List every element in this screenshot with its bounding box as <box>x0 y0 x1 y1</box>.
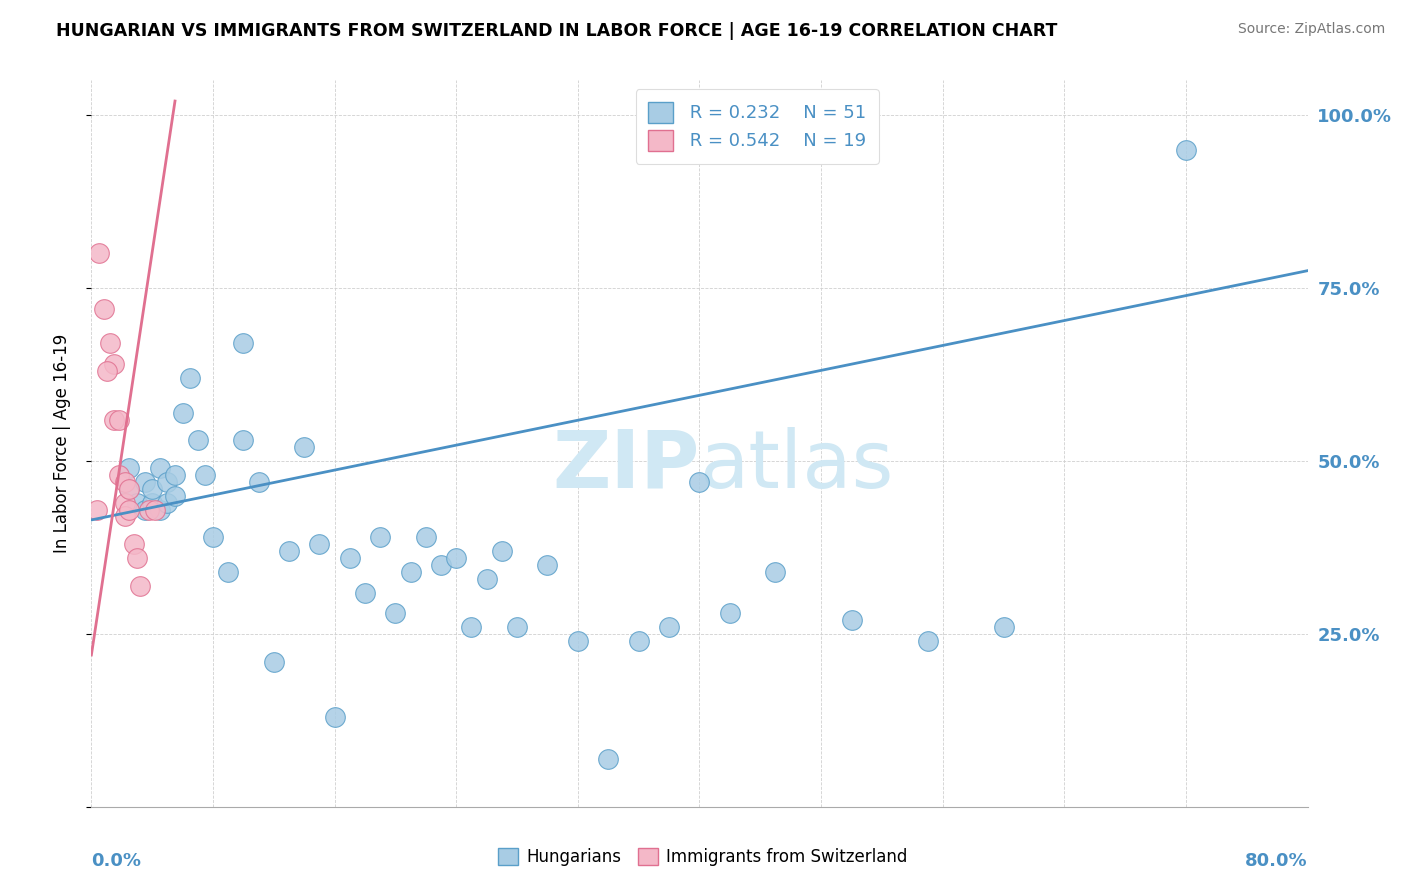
Point <box>87 246 110 260</box>
Point <box>475 572 498 586</box>
Point <box>86 502 108 516</box>
Point <box>567 634 589 648</box>
Point <box>107 467 129 482</box>
Point <box>141 495 163 509</box>
Point <box>129 579 152 593</box>
Point <box>114 475 136 489</box>
Point <box>415 530 437 544</box>
Point <box>118 502 141 516</box>
Point <box>163 467 186 482</box>
Text: ZIP: ZIP <box>553 426 699 505</box>
Point <box>202 530 225 544</box>
Point <box>368 530 391 544</box>
Y-axis label: In Labor Force | Age 16-19: In Labor Force | Age 16-19 <box>52 334 70 553</box>
Point <box>232 336 254 351</box>
Point <box>179 371 201 385</box>
Point <box>247 475 270 489</box>
Point <box>134 502 156 516</box>
Point <box>118 461 141 475</box>
Point <box>143 502 166 516</box>
Point <box>292 440 315 454</box>
Point <box>444 551 467 566</box>
Point <box>993 620 1015 634</box>
Point <box>491 544 513 558</box>
Point <box>122 537 145 551</box>
Point <box>718 607 741 621</box>
Text: 0.0%: 0.0% <box>91 853 142 871</box>
Point <box>149 502 172 516</box>
Text: Source: ZipAtlas.com: Source: ZipAtlas.com <box>1237 22 1385 37</box>
Point <box>141 482 163 496</box>
Point <box>187 434 209 448</box>
Legend: Hungarians, Immigrants from Switzerland: Hungarians, Immigrants from Switzerland <box>489 840 917 875</box>
Point <box>232 434 254 448</box>
Point <box>156 475 179 489</box>
Point <box>93 301 115 316</box>
Point <box>163 489 186 503</box>
Point <box>118 482 141 496</box>
Point <box>506 620 529 634</box>
Point <box>841 613 863 627</box>
Point <box>323 710 346 724</box>
Point <box>125 551 148 566</box>
Point <box>217 565 239 579</box>
Legend:  R = 0.232    N = 51,  R = 0.542    N = 19: R = 0.232 N = 51, R = 0.542 N = 19 <box>636 89 879 163</box>
Point <box>138 502 160 516</box>
Point <box>103 357 125 371</box>
Point <box>194 467 217 482</box>
Point <box>399 565 422 579</box>
Text: 80.0%: 80.0% <box>1244 853 1308 871</box>
Point <box>149 461 172 475</box>
Text: atlas: atlas <box>699 426 894 505</box>
Point <box>658 620 681 634</box>
Point <box>765 565 787 579</box>
Point <box>536 558 558 572</box>
Point <box>107 412 129 426</box>
Point <box>339 551 361 566</box>
Point <box>688 475 710 489</box>
Point <box>460 620 482 634</box>
Text: HUNGARIAN VS IMMIGRANTS FROM SWITZERLAND IN LABOR FORCE | AGE 16-19 CORRELATION : HUNGARIAN VS IMMIGRANTS FROM SWITZERLAND… <box>56 22 1057 40</box>
Point <box>598 752 620 766</box>
Point <box>627 634 650 648</box>
Point <box>103 412 125 426</box>
Point <box>384 607 406 621</box>
Point <box>917 634 939 648</box>
Point <box>118 482 141 496</box>
Point <box>98 336 121 351</box>
Point <box>114 495 136 509</box>
Point <box>96 364 118 378</box>
Point <box>354 585 377 599</box>
Point <box>430 558 453 572</box>
Point <box>1174 143 1197 157</box>
Point <box>263 655 285 669</box>
Point <box>114 509 136 524</box>
Point <box>308 537 330 551</box>
Point <box>172 406 194 420</box>
Point <box>134 475 156 489</box>
Point <box>278 544 301 558</box>
Point <box>125 495 148 509</box>
Point <box>156 495 179 509</box>
